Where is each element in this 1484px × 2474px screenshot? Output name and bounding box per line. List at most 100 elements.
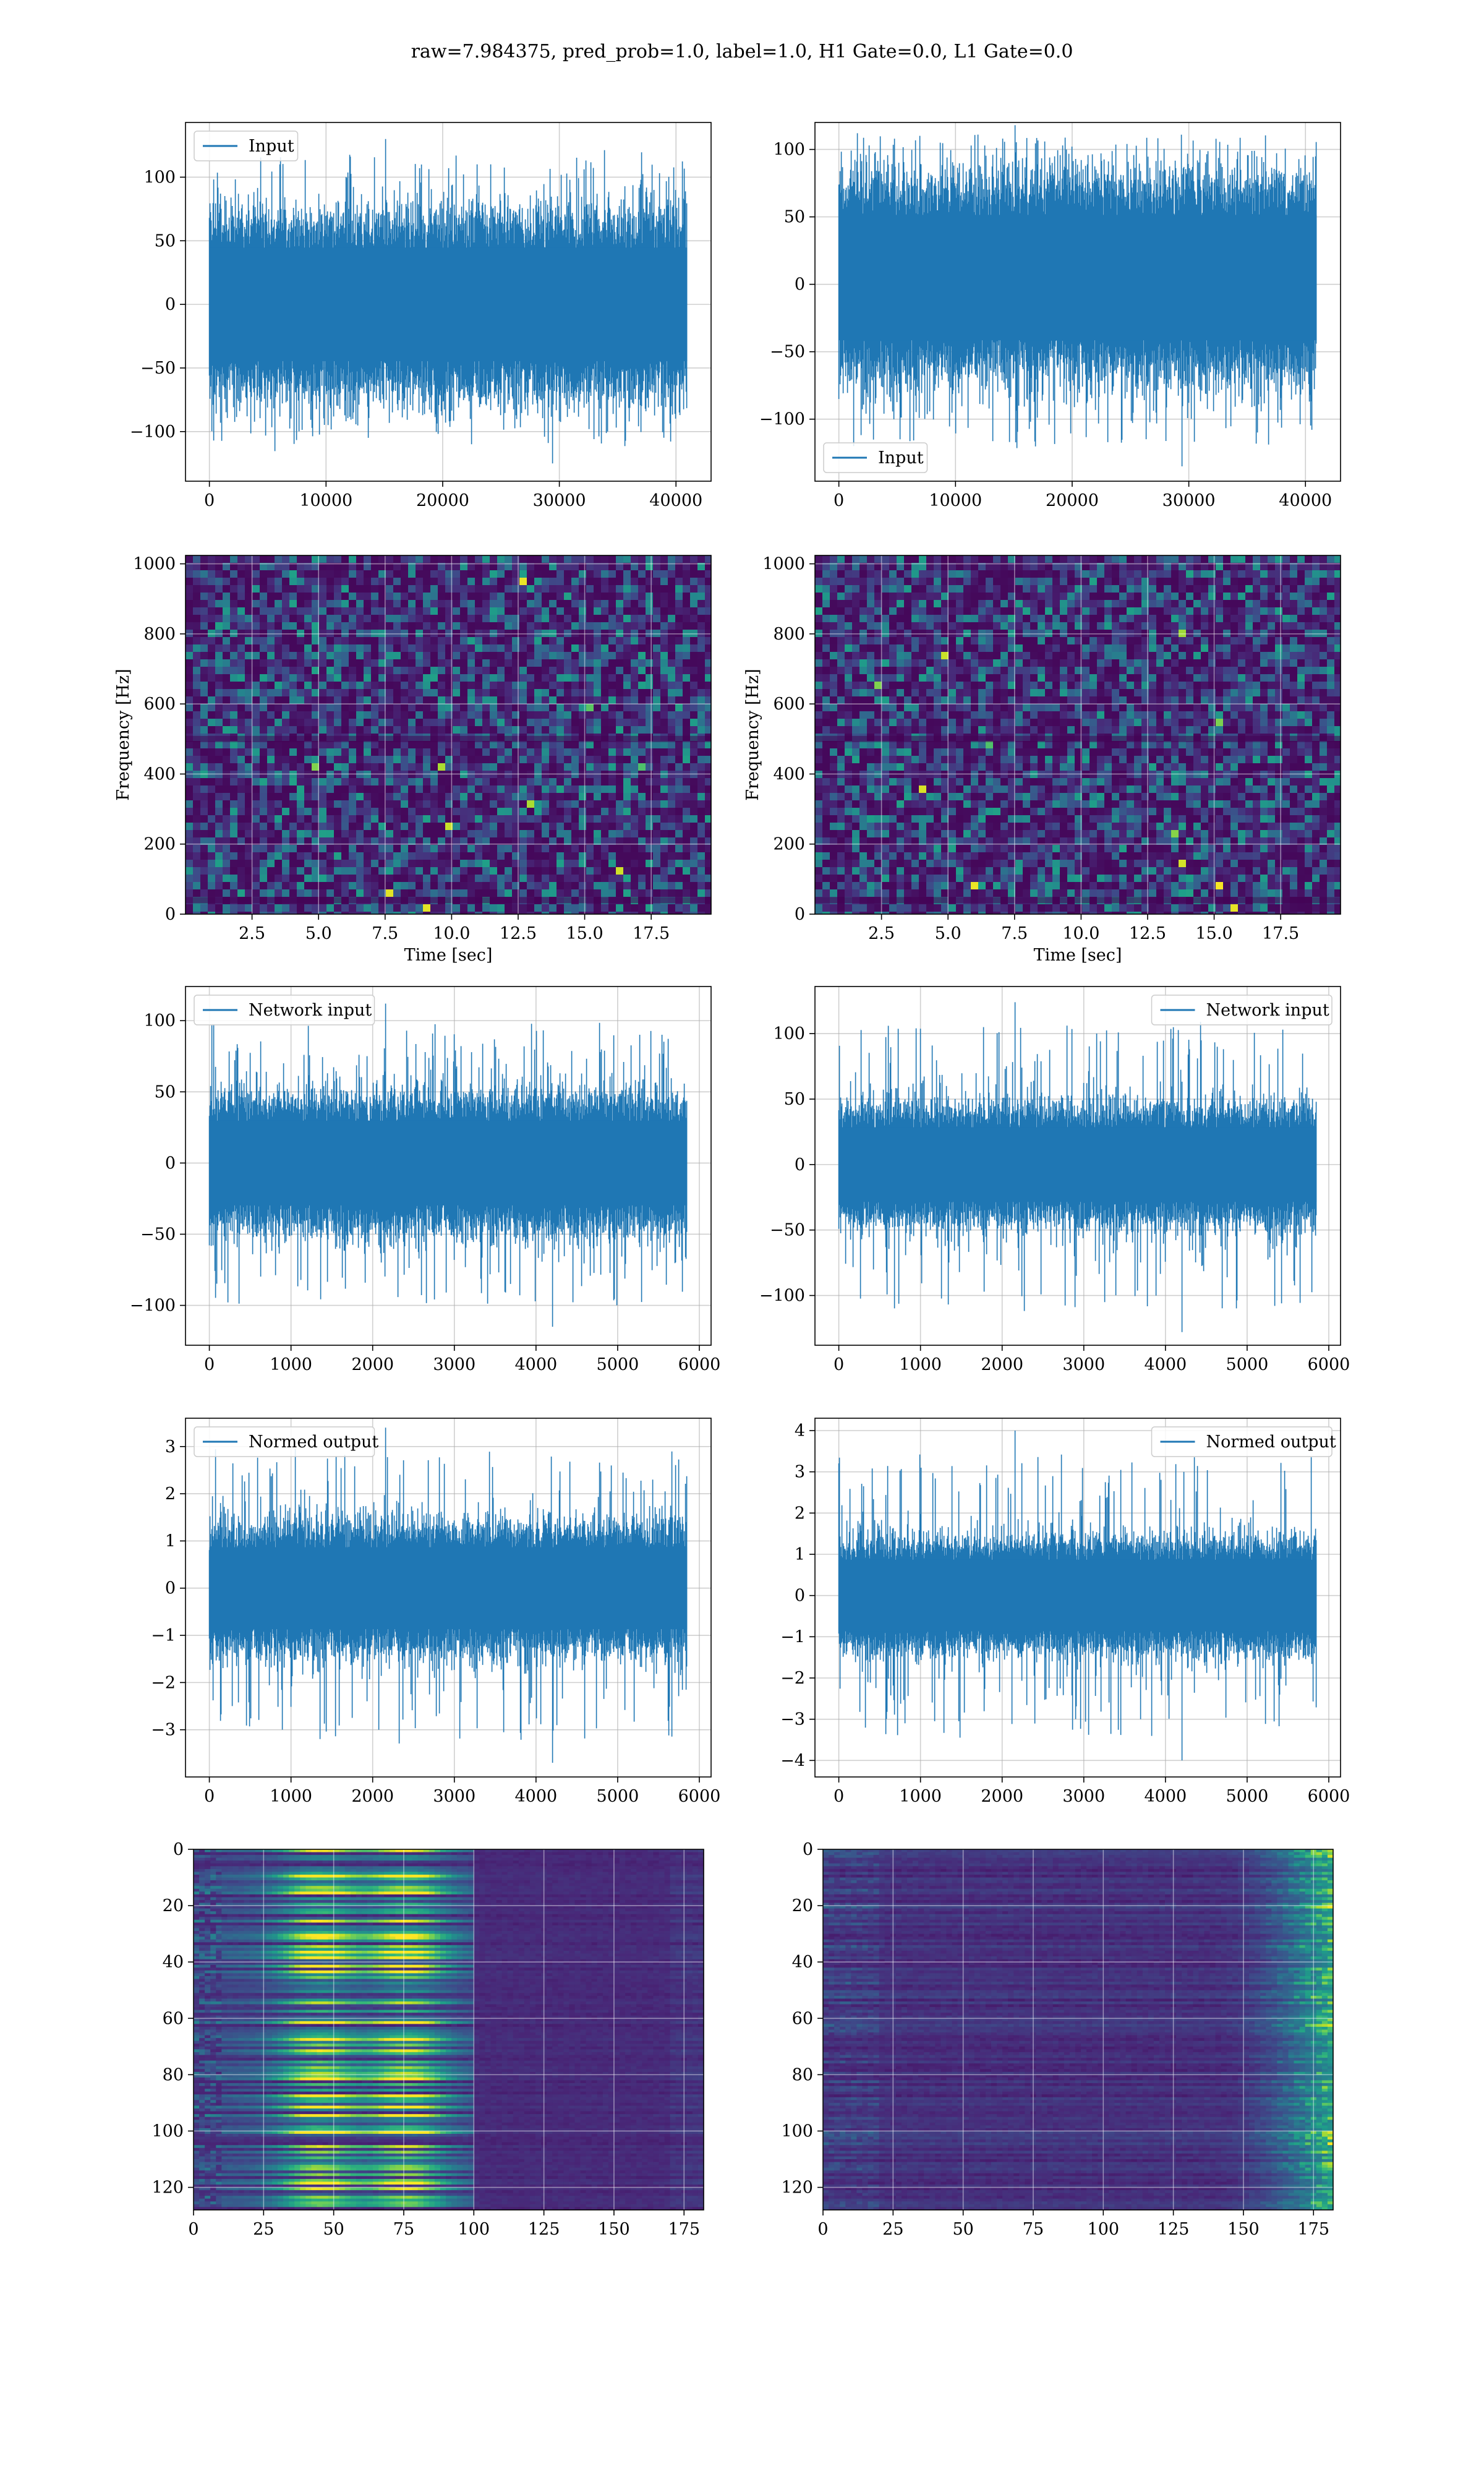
x-tick-label: 6000 bbox=[678, 1355, 721, 1374]
x-tick-label: 2000 bbox=[351, 1787, 394, 1806]
y-tick-label: 100 bbox=[143, 168, 176, 187]
x-tick-label: 6000 bbox=[1308, 1355, 1350, 1374]
y-tick-label: 0 bbox=[165, 295, 176, 314]
y-tick-label: 120 bbox=[151, 2178, 184, 2198]
x-tick-label: 3000 bbox=[1062, 1355, 1105, 1374]
y-tick-label: 0 bbox=[795, 275, 805, 294]
legend-label: Normed output bbox=[1206, 1432, 1336, 1452]
x-tick-label: 75 bbox=[393, 2220, 414, 2239]
y-tick-label: 800 bbox=[143, 625, 176, 644]
y-tick-label: −50 bbox=[770, 1221, 805, 1240]
y-tick-label: 100 bbox=[773, 140, 805, 160]
y-tick-label: −100 bbox=[759, 410, 805, 429]
y-tick-label: −50 bbox=[770, 343, 805, 362]
x-tick-label: 150 bbox=[598, 2220, 630, 2239]
legend: Input bbox=[824, 443, 927, 473]
legend-label: Normed output bbox=[249, 1432, 378, 1452]
x-tick-label: 0 bbox=[204, 1355, 215, 1374]
y-tick-label: 0 bbox=[795, 905, 805, 924]
legend-label: Network input bbox=[249, 1001, 372, 1020]
x-tick-label: 75 bbox=[1023, 2220, 1044, 2239]
x-tick-label: 30000 bbox=[1162, 491, 1216, 510]
y-tick-label: −3 bbox=[780, 1710, 805, 1729]
x-tick-label: 2000 bbox=[351, 1355, 394, 1374]
x-tick-label: 25 bbox=[253, 2220, 274, 2239]
x-tick-label: 0 bbox=[834, 491, 844, 510]
x-tick-label: 1000 bbox=[270, 1787, 312, 1806]
heatmap-cells bbox=[194, 1849, 704, 2210]
legend-label: Network input bbox=[1206, 1001, 1329, 1020]
chart-panel-h1-network-input: 0 1000 2000 3000 4000 5000 6000−100−50050100Ne… bbox=[130, 987, 721, 1374]
y-tick-label: −2 bbox=[151, 1673, 176, 1692]
x-tick-label: 4000 bbox=[514, 1787, 557, 1806]
x-tick-label: 6000 bbox=[1308, 1787, 1350, 1806]
y-tick-label: 200 bbox=[773, 835, 805, 854]
y-tick-label: 20 bbox=[163, 1896, 184, 1915]
x-tick-label: 0 bbox=[204, 491, 215, 510]
x-tick-label: 1000 bbox=[899, 1355, 942, 1374]
x-tick-label: 10.0 bbox=[433, 924, 470, 943]
y-tick-label: 0 bbox=[803, 1840, 813, 1859]
x-tick-label: 0 bbox=[817, 2220, 828, 2239]
y-tick-label: 0 bbox=[795, 1586, 805, 1606]
y-tick-label: 400 bbox=[143, 764, 176, 784]
x-tick-label: 25 bbox=[882, 2220, 903, 2239]
x-tick-label: 175 bbox=[668, 2220, 700, 2239]
heatmap-cells bbox=[186, 555, 711, 914]
x-tick-label: 15.0 bbox=[566, 924, 603, 943]
x-axis-label: Time [sec] bbox=[404, 946, 493, 965]
x-tick-label: 5000 bbox=[1226, 1355, 1269, 1374]
y-tick-label: −100 bbox=[759, 1286, 805, 1306]
y-tick-label: −1 bbox=[151, 1626, 176, 1645]
series-core bbox=[210, 1547, 688, 1629]
y-tick-label: 400 bbox=[773, 764, 805, 784]
x-tick-label: 50 bbox=[323, 2220, 344, 2239]
x-tick-label: 40000 bbox=[1279, 491, 1332, 510]
chart-panel-l1-spectrogram: 2.5 5.0 7.5 10.0 12.5 15.0 17.5020040060080010… bbox=[743, 555, 1341, 965]
y-tick-label: 2 bbox=[795, 1504, 805, 1523]
x-tick-label: 5000 bbox=[1226, 1787, 1269, 1806]
y-tick-label: 100 bbox=[143, 1011, 176, 1030]
series-core bbox=[210, 247, 688, 361]
y-tick-label: 50 bbox=[784, 1090, 805, 1109]
y-tick-label: 0 bbox=[165, 905, 176, 924]
y-tick-label: 50 bbox=[784, 208, 805, 227]
x-tick-label: 175 bbox=[1297, 2220, 1329, 2239]
y-tick-label: 80 bbox=[163, 2065, 184, 2084]
x-tick-label: 100 bbox=[1088, 2220, 1120, 2239]
y-tick-label: 120 bbox=[781, 2178, 813, 2198]
legend: Input bbox=[194, 131, 298, 161]
legend: Normed output bbox=[194, 1427, 378, 1457]
y-tick-label: 0 bbox=[165, 1579, 176, 1598]
y-tick-label: 0 bbox=[173, 1840, 184, 1859]
x-tick-label: 7.5 bbox=[372, 924, 398, 943]
x-tick-label: 125 bbox=[1158, 2220, 1190, 2239]
y-tick-label: 1 bbox=[165, 1531, 176, 1551]
legend: Network input bbox=[194, 995, 375, 1025]
y-tick-label: 1 bbox=[795, 1545, 805, 1564]
x-tick-label: 20000 bbox=[416, 491, 469, 510]
y-tick-label: 600 bbox=[143, 695, 176, 714]
x-tick-label: 17.5 bbox=[1262, 924, 1299, 943]
y-tick-label: 100 bbox=[781, 2121, 813, 2141]
y-tick-label: 100 bbox=[151, 2121, 184, 2141]
y-tick-label: −4 bbox=[780, 1751, 805, 1770]
y-tick-label: 800 bbox=[773, 625, 805, 644]
legend-label: Input bbox=[249, 137, 294, 156]
y-tick-label: 40 bbox=[792, 1953, 813, 1972]
x-tick-label: 10.0 bbox=[1062, 924, 1099, 943]
heatmap-band bbox=[186, 736, 711, 742]
chart-panel-l1-network-input: 0 1000 2000 3000 4000 5000 6000−100−50050100Ne… bbox=[759, 987, 1350, 1374]
y-tick-label: 0 bbox=[795, 1155, 805, 1175]
x-tick-label: 50 bbox=[952, 2220, 973, 2239]
x-tick-label: 4000 bbox=[1144, 1787, 1187, 1806]
x-tick-label: 2000 bbox=[981, 1787, 1023, 1806]
x-tick-label: 6000 bbox=[678, 1787, 721, 1806]
x-tick-label: 7.5 bbox=[1001, 924, 1028, 943]
y-tick-label: −100 bbox=[130, 422, 176, 442]
x-tick-label: 0 bbox=[204, 1787, 215, 1806]
y-tick-label: −50 bbox=[140, 1225, 176, 1244]
